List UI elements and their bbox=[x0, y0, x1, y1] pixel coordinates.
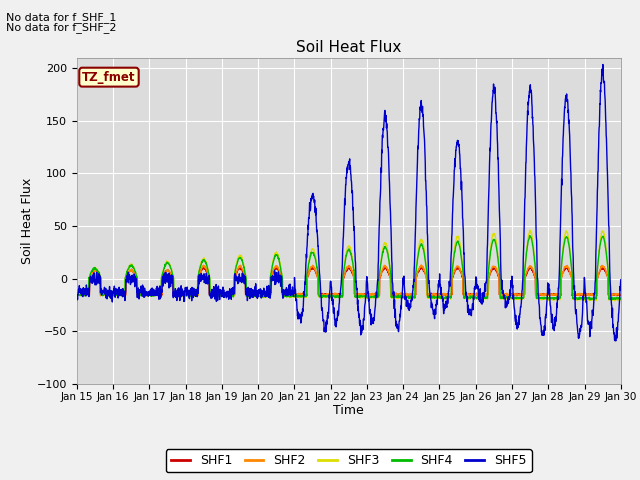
Text: No data for f_SHF_1: No data for f_SHF_1 bbox=[6, 12, 116, 23]
Legend: SHF1, SHF2, SHF3, SHF4, SHF5: SHF1, SHF2, SHF3, SHF4, SHF5 bbox=[166, 449, 532, 472]
Text: No data for f_SHF_2: No data for f_SHF_2 bbox=[6, 22, 117, 33]
X-axis label: Time: Time bbox=[333, 405, 364, 418]
Y-axis label: Soil Heat Flux: Soil Heat Flux bbox=[21, 178, 34, 264]
Title: Soil Heat Flux: Soil Heat Flux bbox=[296, 40, 401, 55]
Text: TZ_fmet: TZ_fmet bbox=[82, 71, 136, 84]
